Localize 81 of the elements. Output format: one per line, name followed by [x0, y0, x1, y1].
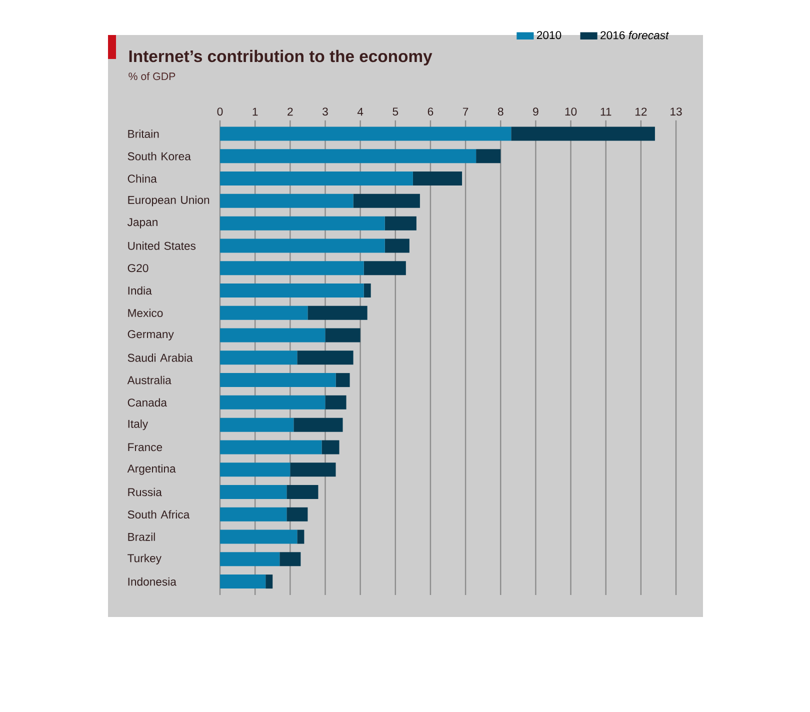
x-tick-label: 13 [670, 108, 682, 116]
bar [220, 126, 512, 141]
bar [220, 485, 287, 499]
y-tick-label: Canada [128, 398, 167, 407]
bar [308, 306, 368, 320]
bar [290, 462, 336, 477]
bar [220, 350, 298, 365]
bar [325, 328, 360, 342]
y-tick-label: G20 [128, 264, 148, 272]
bar [322, 440, 340, 454]
x-tick-label: 10 [565, 108, 577, 116]
bar [220, 552, 280, 566]
bar [220, 440, 322, 454]
x-tick-label: 7 [462, 108, 468, 116]
bar [220, 306, 308, 320]
x-tick-label: 2 [288, 108, 293, 116]
y-tick-label: United States [128, 242, 196, 250]
bar [220, 216, 385, 230]
bar [286, 507, 308, 522]
bar [220, 395, 326, 410]
y-tick-label: Mexico [128, 308, 163, 318]
chart-title: Internet’s contribution to the economy [129, 50, 432, 66]
bar [220, 530, 298, 544]
x-tick-label: 8 [498, 108, 504, 116]
bar [384, 216, 416, 230]
y-tick-label: Australia [127, 376, 172, 384]
y-tick-label: Britain [128, 130, 159, 138]
bar [220, 238, 385, 253]
legend-label: 2010 [536, 31, 562, 40]
y-tick-label: France [128, 443, 162, 452]
chart-subtitle: % of GDP [128, 72, 176, 80]
y-tick-label: Russia [128, 488, 162, 496]
bar [476, 149, 501, 164]
y-tick-label: China [128, 174, 157, 183]
y-tick-label: Argentina [127, 464, 176, 475]
y-tick-label: Italy [128, 420, 148, 430]
y-tick-label: Japan [127, 218, 158, 228]
x-tick-label: 12 [635, 108, 647, 116]
bar [364, 261, 406, 276]
bar [325, 395, 346, 410]
bar [220, 328, 326, 342]
x-tick-label: 6 [428, 108, 434, 116]
x-tick-label: 9 [533, 108, 538, 116]
legend-label: 2016 forecast [600, 30, 670, 40]
y-tick-label: Turkey [128, 554, 162, 564]
x-tick-label: 11 [600, 108, 612, 116]
bar [297, 350, 354, 365]
x-tick-label: 1 [252, 108, 258, 116]
bar [336, 373, 350, 388]
x-tick-label: 5 [392, 108, 398, 116]
y-tick-label: South Africa [128, 510, 190, 519]
bar [384, 238, 410, 253]
bar [220, 283, 364, 298]
x-tick-label: 4 [357, 108, 364, 116]
bar [266, 574, 273, 589]
bar [364, 283, 371, 298]
bar [280, 552, 301, 566]
bar [220, 261, 364, 276]
bar [220, 172, 413, 186]
bar [220, 373, 336, 388]
bar [294, 418, 343, 432]
bar [412, 172, 462, 186]
y-tick-label: Indonesia [128, 577, 176, 586]
x-tick-label: 0 [217, 108, 223, 116]
bar [511, 126, 655, 141]
bar [286, 485, 318, 499]
y-tick-label: India [128, 286, 152, 295]
y-tick-label: Brazil [128, 532, 155, 541]
bar [220, 149, 476, 164]
bar [220, 194, 354, 208]
bar [297, 530, 304, 544]
y-tick-label: Saudi Arabia [128, 353, 193, 362]
bar [220, 462, 290, 477]
bar [220, 574, 266, 589]
y-tick-label: European Union [128, 196, 210, 206]
bar [220, 507, 287, 522]
bar [353, 194, 420, 208]
y-tick-label: South Korea [128, 152, 191, 160]
y-tick-label: Germany [128, 330, 174, 340]
x-tick-label: 3 [322, 108, 328, 116]
bar [220, 418, 294, 432]
